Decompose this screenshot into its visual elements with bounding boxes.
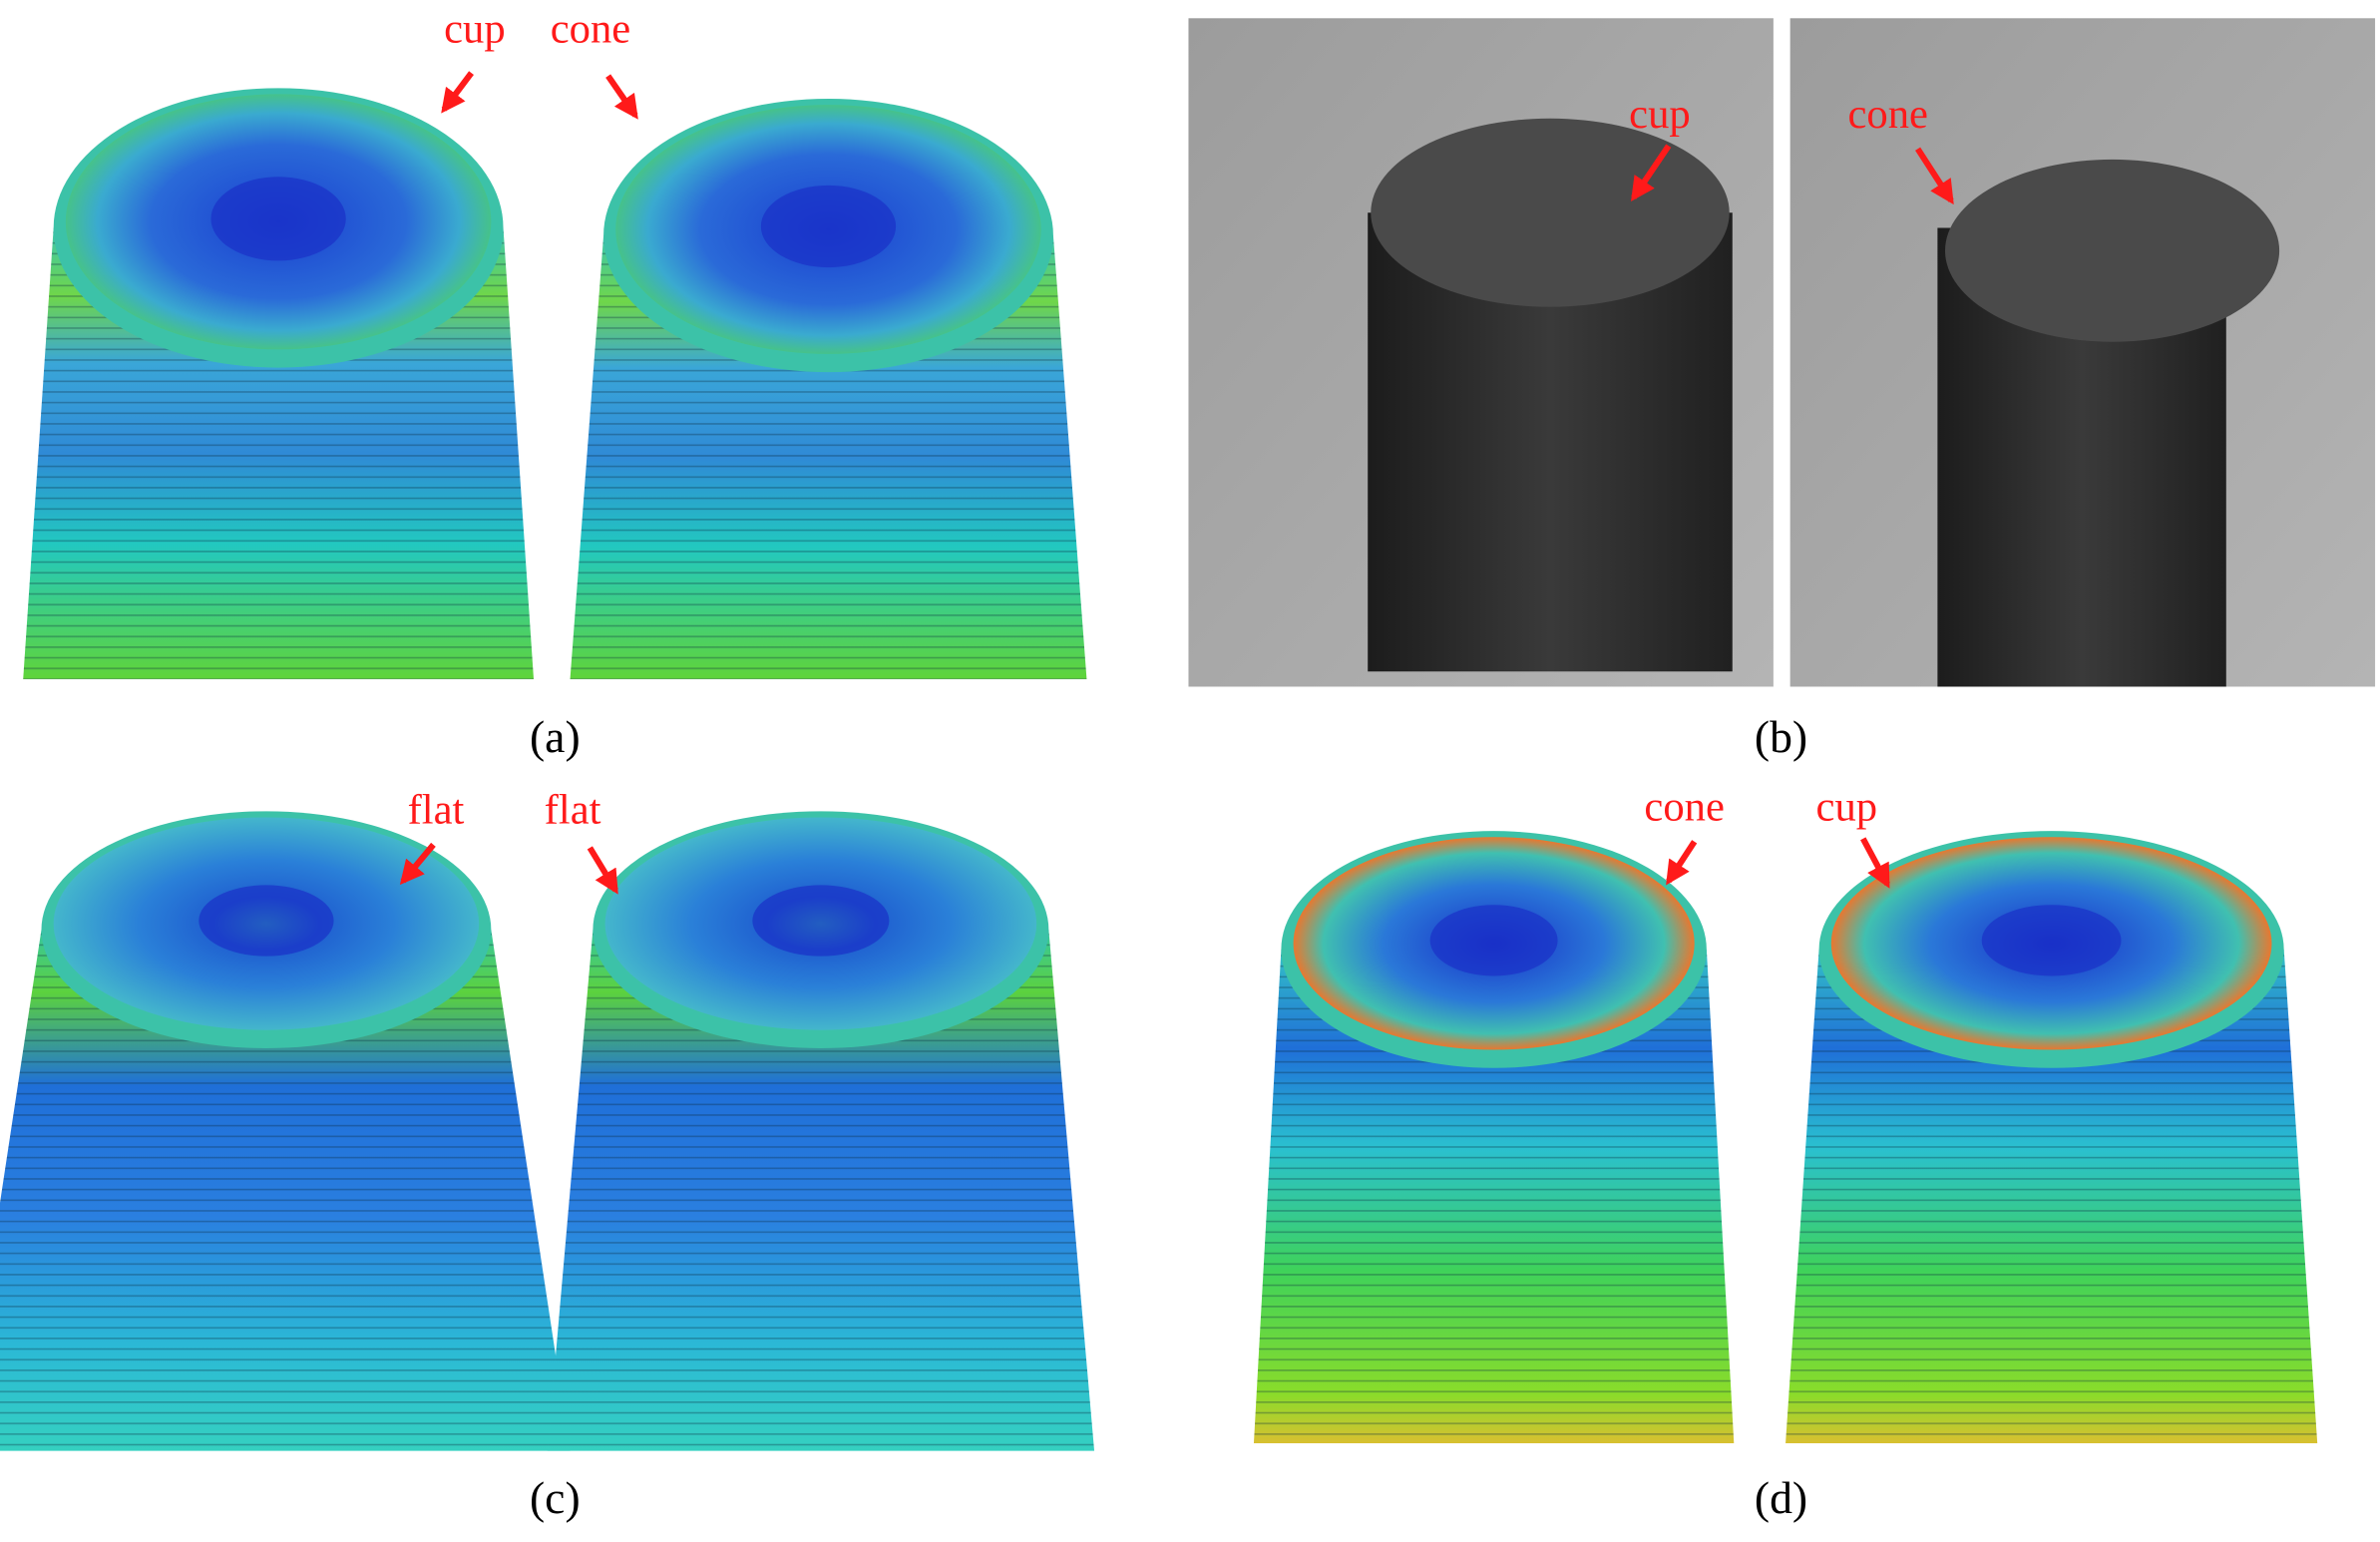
model-core <box>1429 905 1558 976</box>
arrow <box>587 846 618 895</box>
annotation: cup <box>1816 784 1878 831</box>
fe-model <box>1253 831 1735 1443</box>
model-core <box>1981 905 2122 976</box>
arrow <box>1915 147 1954 205</box>
annotation: flat <box>545 787 601 834</box>
annotation: cone <box>1644 784 1724 831</box>
annotation: cone <box>551 6 630 53</box>
annotation: cup <box>1629 91 1691 138</box>
model-core <box>752 885 890 957</box>
arrow <box>1860 837 1890 889</box>
model-core <box>210 177 346 261</box>
fracture-surface <box>1945 159 2280 342</box>
annotation: flat <box>408 787 465 834</box>
annotation: cup <box>444 6 506 53</box>
model-mesh <box>1253 949 1735 1443</box>
model-mesh <box>547 930 1095 1451</box>
arrow <box>1631 144 1672 202</box>
model-mesh <box>0 930 571 1451</box>
model-core <box>760 185 897 268</box>
arrow <box>1666 840 1698 886</box>
panel-label: (c) <box>530 1472 581 1523</box>
panel-label: (a) <box>530 711 581 762</box>
fe-model <box>547 811 1095 1451</box>
arrow <box>605 74 638 120</box>
panel-label: (b) <box>1755 711 1807 762</box>
fe-model <box>1785 831 2318 1443</box>
fe-model <box>570 99 1087 679</box>
model-mesh <box>1785 949 2318 1443</box>
fe-model <box>23 88 534 679</box>
fracture-surface <box>1371 118 1730 307</box>
model-core <box>198 885 334 957</box>
fe-model <box>0 811 571 1451</box>
arrow <box>441 71 474 114</box>
panel-label: (d) <box>1755 1472 1807 1523</box>
annotation: cone <box>1848 91 1928 138</box>
arrow <box>399 842 436 886</box>
